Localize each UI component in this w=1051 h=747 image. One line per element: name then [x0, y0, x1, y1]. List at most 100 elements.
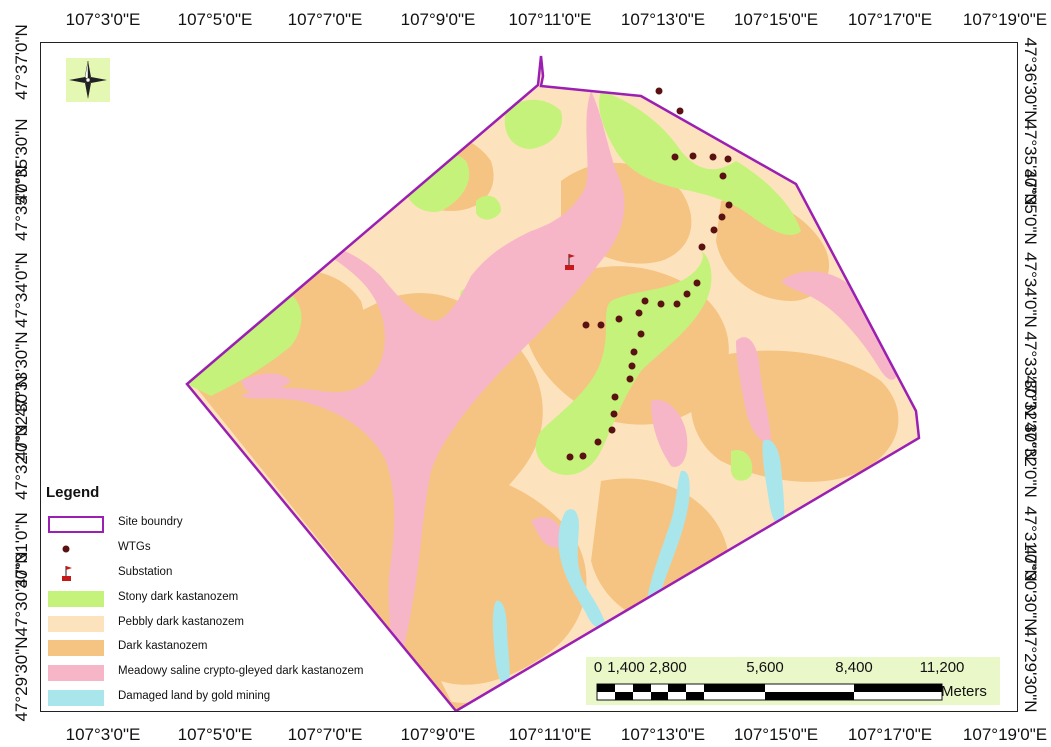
right-tick-label: 47°36'30"N: [1021, 37, 1040, 123]
compass-rose-icon: [66, 58, 110, 102]
legend-row: Substation: [46, 564, 386, 582]
soil-class-swatch: [48, 616, 104, 632]
legend-row: Damaged land by gold mining: [46, 688, 386, 706]
top-tick-label: 107°7'0"E: [287, 10, 363, 29]
right-tick-label: 47°34'0"N: [1021, 252, 1040, 328]
legend-label: Meadowy saline crypto-gleyed dark kastan…: [118, 665, 364, 677]
legend-row: Pebbly dark kastanozem: [46, 614, 386, 632]
wtg-point: [566, 453, 574, 461]
legend-label: Substation: [118, 566, 173, 578]
left-tick-label: 47°29'30"N: [12, 636, 31, 722]
wtg-markers: [566, 87, 733, 461]
scale-label: 5,600: [746, 659, 784, 676]
scale-block: [686, 692, 704, 700]
scale-label: 1,400: [607, 659, 645, 676]
soil-class-swatch: [48, 690, 104, 706]
legend-label: Site boundry: [118, 516, 183, 528]
scale-block: [668, 684, 686, 692]
wtg-point: [608, 426, 616, 434]
bottom-tick-label: 107°3'0"E: [65, 725, 141, 744]
wtg-point: [719, 172, 727, 180]
wtg-point: [641, 297, 649, 305]
right-tick-label: 47°32'0"N: [1021, 422, 1040, 498]
legend-row: Meadowy saline crypto-gleyed dark kastan…: [46, 663, 386, 681]
wtg-point: [689, 152, 697, 160]
left-tick-label: 47°37'0"N: [12, 24, 31, 100]
wtg-point: [597, 321, 605, 329]
wtg-point: [630, 348, 638, 356]
wtg-point: [628, 362, 636, 370]
wtg-point: [673, 300, 681, 308]
bottom-tick-label: 107°15'0"E: [733, 725, 819, 744]
damaged-land-areas: [492, 439, 785, 687]
top-tick-label: 107°19'0"E: [962, 10, 1048, 29]
wtg-point: [582, 321, 590, 329]
wtg-point: [709, 153, 717, 161]
legend-title: Legend: [46, 484, 100, 501]
wtg-point: [615, 315, 623, 323]
right-tick-label: 47°30'30"N: [1021, 545, 1040, 631]
scale-block: [765, 692, 854, 700]
wtg-point: [611, 393, 619, 401]
soil-class-swatch: [48, 591, 104, 607]
wtg-point: [626, 375, 634, 383]
wtg-point: [724, 155, 732, 163]
site-boundary-swatch-icon: [48, 516, 104, 533]
legend-row: Stony dark kastanozem: [46, 589, 386, 607]
legend-row: WTGs: [46, 539, 386, 557]
legend-label: Damaged land by gold mining: [118, 690, 271, 702]
legend-label: Pebbly dark kastanozem: [118, 616, 244, 628]
legend: Legend Site boundry WTGs Substation Stony d…: [46, 484, 386, 709]
legend-label: WTGs: [118, 541, 151, 553]
legend-label: Dark kastanozem: [118, 640, 208, 652]
top-tick-label: 107°15'0"E: [733, 10, 819, 29]
legend-label: Stony dark kastanozem: [118, 591, 239, 603]
scale-label: 8,400: [835, 659, 873, 676]
scale-block: [633, 684, 651, 692]
map-frame: [40, 42, 1018, 712]
scale-label: 11,200: [919, 659, 965, 676]
substation-flag-icon: [48, 566, 104, 582]
wtg-point: [676, 107, 684, 115]
top-tick-label: 107°5'0"E: [177, 10, 253, 29]
scale-label: 0: [593, 659, 603, 676]
wtg-point: [710, 226, 718, 234]
wtg-point: [635, 309, 643, 317]
bottom-tick-label: 107°9'0"E: [400, 725, 476, 744]
scale-block: [597, 684, 615, 692]
wtg-point: [698, 243, 706, 251]
bottom-tick-label: 107°17'0"E: [847, 725, 933, 744]
wtg-point: [693, 279, 701, 287]
right-tick-label: 47°35'0"N: [1021, 169, 1040, 245]
wtg-point: [725, 201, 733, 209]
top-tick-label: 107°17'0"E: [847, 10, 933, 29]
bottom-tick-label: 107°19'0"E: [962, 725, 1048, 744]
scale-unit: Meters: [941, 683, 987, 700]
wtg-dot-icon: [48, 541, 104, 557]
top-tick-label: 107°3'0"E: [65, 10, 141, 29]
soil-class-swatch: [48, 640, 104, 656]
left-tick-label: 47°32'0"N: [12, 424, 31, 500]
legend-row: Dark kastanozem: [46, 638, 386, 656]
scale-label: 2,800: [649, 659, 687, 676]
wtg-point: [683, 290, 691, 298]
scale-bar-graphic: [596, 683, 943, 701]
wtg-point: [671, 153, 679, 161]
scale-block: [615, 692, 633, 700]
bottom-tick-label: 107°13'0"E: [620, 725, 706, 744]
soil-map: [185, 55, 921, 711]
wtg-point: [579, 452, 587, 460]
site-boundary: [185, 55, 921, 711]
wtg-point: [718, 213, 726, 221]
soil-class-swatch: [48, 665, 104, 681]
substation-marker: [565, 254, 575, 270]
top-tick-label: 107°13'0"E: [620, 10, 706, 29]
bottom-tick-label: 107°7'0"E: [287, 725, 363, 744]
scale-block: [651, 692, 668, 700]
left-tick-label: 47°35'0"N: [12, 165, 31, 241]
bottom-tick-label: 107°5'0"E: [177, 725, 253, 744]
top-tick-label: 107°11'0"E: [508, 10, 592, 29]
bottom-tick-label: 107°11'0"E: [508, 725, 592, 744]
wtg-point: [655, 87, 663, 95]
wtg-point: [637, 330, 645, 338]
